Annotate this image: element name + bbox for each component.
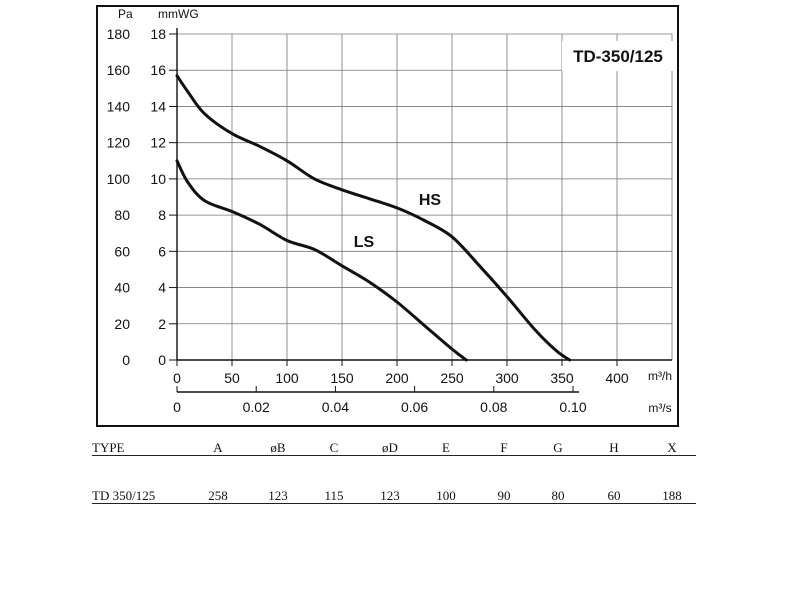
x-bottom-tick-label: 0 [173, 399, 181, 415]
y-left-tick-label: 40 [114, 280, 130, 296]
y-left-tick-label: 180 [107, 26, 131, 42]
spec-cell: 123 [380, 488, 400, 503]
spec-cell: 188 [662, 488, 682, 503]
x-top-tick-label: 100 [275, 370, 299, 386]
y-left-tick-label: 160 [107, 62, 131, 78]
y-right-tick-label: 0 [158, 352, 166, 368]
series-layer [175, 74, 572, 362]
y-right-tick-label: 6 [158, 243, 166, 259]
x-top-tick-label: 400 [605, 370, 629, 386]
x-top-tick-label: 350 [550, 370, 574, 386]
x-top-tick-label: 50 [224, 370, 240, 386]
x-top-tick-label: 300 [495, 370, 519, 386]
y-right-tick-label: 4 [158, 280, 166, 296]
spec-header-cell: C [329, 440, 339, 455]
spec-header-cell: G [553, 440, 563, 455]
x-bottom-tick-label: 0.08 [480, 399, 507, 415]
grid [177, 33, 673, 360]
x-bottom-tick-label: 0.02 [243, 399, 270, 415]
y-right-tick-label: 8 [158, 207, 166, 223]
x-top-tick-label: 200 [385, 370, 409, 386]
y-right-tick-label: 18 [150, 26, 166, 42]
y-right-tick-label: 14 [150, 98, 166, 114]
x-top-tick-label: 0 [173, 370, 181, 386]
y-right-tick-label: 12 [150, 135, 166, 151]
spec-header-cell: TYPE [92, 440, 125, 455]
y-left-tick-label: 140 [107, 98, 131, 114]
axes [169, 28, 672, 393]
spec-cell: 258 [208, 488, 228, 503]
y-left-tick-label: 20 [114, 316, 130, 332]
spec-header-cell: F [500, 440, 508, 455]
curve-ls [175, 159, 468, 362]
y-left-tick-label: 60 [114, 243, 130, 259]
x-top-tick-label: 250 [440, 370, 464, 386]
y-right-tick-label: 10 [150, 171, 166, 187]
y-left-tick-label: 120 [107, 135, 131, 151]
y-left-tick-label: 0 [122, 352, 130, 368]
spec-header-cell: H [609, 440, 619, 455]
y-right-tick-label: 2 [158, 316, 166, 332]
spec-cell: 80 [551, 488, 565, 503]
spec-header-cell: X [667, 440, 677, 455]
spec-cell: TD 350/125 [92, 488, 156, 503]
spec-header-cell: øD [382, 440, 398, 455]
model-label-box [562, 41, 674, 71]
spec-header-cell: A [213, 440, 223, 455]
y-left-tick-label: 100 [107, 171, 131, 187]
y-right-tick-label: 16 [150, 62, 166, 78]
spec-cell: 100 [436, 488, 456, 503]
model-label: TD-350/125 [573, 47, 663, 66]
chart-frame [96, 5, 679, 427]
x-bottom-tick-label: 0.10 [559, 399, 586, 415]
y-left-tick-label: 80 [114, 207, 130, 223]
spec-header-cell: E [442, 440, 450, 455]
labels-layer: 0 50 100 150 200 250 300 350 4000204060801001201… [107, 26, 629, 415]
x-top-unit: m³/h [648, 369, 672, 383]
spec-body: TD 350/125 258 123 115 123 100 90 80 60 188 [92, 484, 696, 504]
spec-cell: 123 [268, 488, 288, 503]
spec-cell: 115 [324, 488, 344, 503]
spec-row: TD 350/125 258 123 115 123 100 90 80 60 188 [92, 484, 696, 504]
spec-header-cell: øB [270, 440, 286, 455]
y-left-unit: Pa [118, 7, 133, 21]
spec-cell: 90 [497, 488, 511, 503]
curve-hs [175, 74, 572, 362]
x-bottom-tick-label: 0.06 [401, 399, 428, 415]
x-top-tick-label: 150 [330, 370, 354, 386]
x-bottom-unit: m³/s [648, 401, 671, 415]
x-bottom-tick-label: 0.04 [322, 399, 349, 415]
spec-cell: 60 [607, 488, 621, 503]
curve-label-ls: LS [354, 234, 375, 251]
curve-label-hs: HS [419, 192, 442, 209]
y-right-unit: mmWG [158, 7, 199, 21]
